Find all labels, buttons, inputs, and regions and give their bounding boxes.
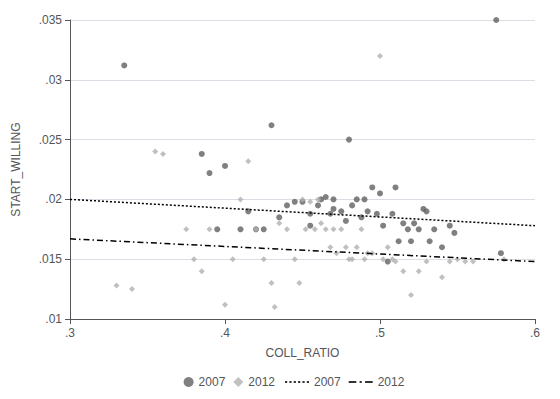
svg-text:.015: .015	[39, 252, 63, 266]
svg-text:START_WILLING: START_WILLING	[9, 122, 23, 216]
svg-text:.02: .02	[45, 192, 62, 206]
svg-text:COLL_RATIO: COLL_RATIO	[266, 346, 340, 360]
svg-text:.5: .5	[375, 326, 385, 340]
svg-text:2007: 2007	[199, 375, 226, 389]
svg-text:2007: 2007	[314, 375, 341, 389]
svg-text:2012: 2012	[248, 375, 275, 389]
svg-text:.4: .4	[220, 326, 230, 340]
svg-text:.025: .025	[39, 133, 63, 147]
svg-text:.3: .3	[65, 326, 75, 340]
svg-text:.6: .6	[530, 326, 540, 340]
svg-text:.035: .035	[39, 13, 63, 27]
svg-text:.01: .01	[45, 312, 62, 326]
svg-text:.03: .03	[45, 73, 62, 87]
svg-text:2012: 2012	[378, 375, 405, 389]
